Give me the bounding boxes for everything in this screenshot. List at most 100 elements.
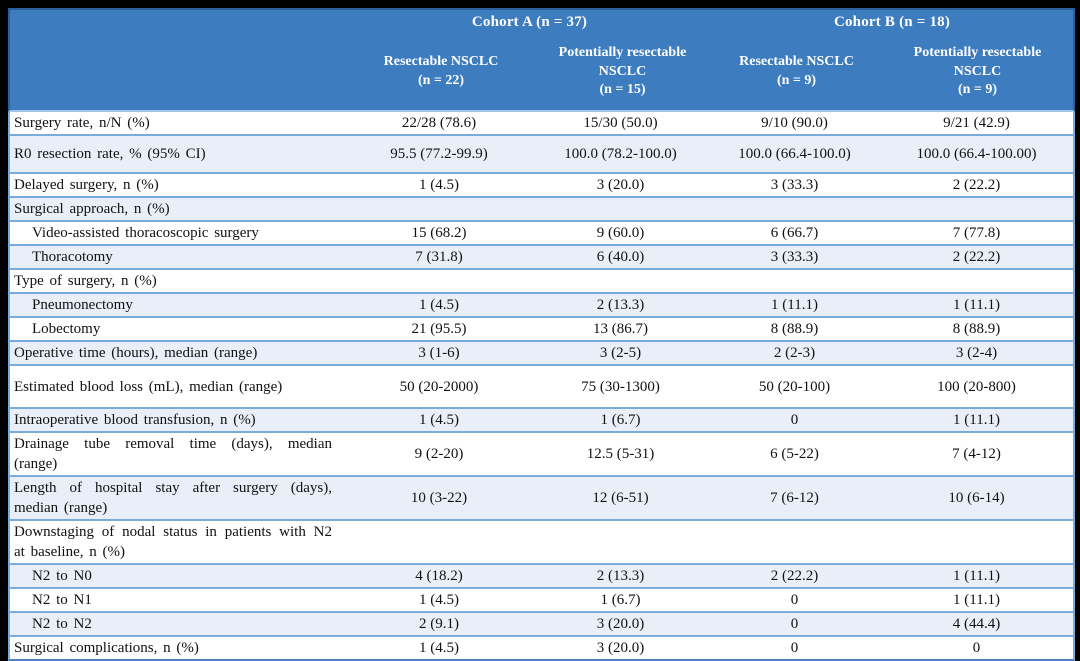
row-value: 3 (33.3)	[770, 249, 819, 265]
col-header-cohortA-resectable: Resectable NSCLC (n = 22)	[348, 53, 534, 91]
row-value: 12 (6-51)	[592, 490, 649, 506]
row-value: 3 (2-4)	[955, 345, 998, 361]
table-row: Thoracotomy 7 (31.8) 6 (40.0) 3 (33.3) 2…	[10, 244, 1073, 268]
row-label: Type of surgery, n (%)	[14, 273, 157, 289]
table-row: Video-assisted thoracoscopic surgery 15 …	[10, 220, 1073, 244]
table-header: Cohort A (n = 37) Cohort B (n = 18) Rese…	[8, 8, 1075, 112]
col-header-name: Resectable NSCLC	[383, 54, 499, 70]
row-value: 10 (3-22)	[410, 490, 468, 506]
row-value: 9/21 (42.9)	[943, 115, 1010, 131]
row-label: R0 resection rate, % (95% CI)	[14, 146, 206, 162]
row-value: 8 (88.9)	[770, 321, 819, 337]
row-value: 1 (4.5)	[419, 592, 459, 608]
row-value: 15 (68.2)	[411, 225, 467, 241]
row-value: 3 (20.0)	[596, 177, 645, 193]
col-header-cohortA-potentially-resectable: Potentially resectable NSCLC (n = 15)	[534, 44, 711, 101]
row-value	[346, 208, 532, 210]
row-value: 1 (4.5)	[419, 297, 459, 313]
row-value: 100.0 (66.4-100.0)	[738, 146, 851, 162]
row-value: 4 (44.4)	[952, 616, 1001, 632]
row-value: 1 (4.5)	[419, 412, 459, 428]
row-value: 2 (22.2)	[952, 177, 1001, 193]
row-value: 3 (20.0)	[596, 616, 645, 632]
results-table: Cohort A (n = 37) Cohort B (n = 18) Rese…	[8, 8, 1075, 661]
row-value: 7 (4-12)	[952, 446, 1001, 462]
table-row: Intraoperative blood transfusion, n (%) …	[10, 407, 1073, 431]
table-row: Pneumonectomy 1 (4.5) 2 (13.3) 1 (11.1) …	[10, 292, 1073, 316]
row-value: 100.0 (66.4-100.00)	[916, 146, 1037, 162]
row-value: 4 (18.2)	[415, 568, 463, 584]
row-label: Intraoperative blood transfusion, n (%)	[14, 412, 256, 428]
row-value: 22/28 (78.6)	[401, 115, 477, 131]
row-value: 15/30 (50.0)	[583, 115, 658, 131]
col-header-name: Potentially resectable NSCLC	[558, 44, 687, 79]
row-value: 9 (2-20)	[414, 446, 464, 462]
row-value: 6 (40.0)	[596, 249, 645, 265]
row-value: 2 (13.3)	[596, 568, 645, 584]
row-value: 0	[972, 640, 981, 656]
cohort-b-header: Cohort B (n = 18)	[833, 13, 951, 30]
row-value: 50 (20-100)	[758, 378, 831, 395]
row-value: 6 (66.7)	[770, 225, 819, 241]
table-row: R0 resection rate, % (95% CI) 95.5 (77.2…	[10, 134, 1073, 172]
row-value: 0	[790, 616, 799, 632]
row-value	[709, 280, 880, 282]
row-value: 2 (22.2)	[952, 249, 1001, 265]
row-value: 3 (1-6)	[418, 345, 460, 361]
row-value	[880, 208, 1073, 210]
col-header-n: (n = 22)	[417, 73, 465, 88]
col-header-cohortB-potentially-resectable: Potentially resectable NSCLC (n = 9)	[882, 44, 1073, 101]
row-value: 10 (6-14)	[948, 490, 1005, 506]
row-value: 21 (95.5)	[411, 321, 467, 337]
row-label: N2 to N1	[32, 592, 92, 608]
row-label: Thoracotomy	[32, 249, 113, 265]
row-value: 50 (20-2000)	[399, 378, 479, 395]
row-label: Surgery rate, n/N (%)	[14, 115, 150, 131]
row-value: 3 (33.3)	[770, 177, 819, 193]
row-value: 1 (11.1)	[953, 412, 1000, 428]
table-row: Surgical complications, n (%) 1 (4.5) 3 …	[10, 635, 1073, 659]
cohort-a-header: Cohort A (n = 37)	[471, 13, 588, 30]
row-value	[880, 280, 1073, 282]
row-value: 7 (31.8)	[415, 249, 463, 265]
row-label: N2 to N2	[32, 616, 92, 632]
row-value: 7 (6-12)	[770, 490, 819, 506]
row-value: 8 (88.9)	[952, 321, 1001, 337]
cohort-group-row: Cohort A (n = 37) Cohort B (n = 18)	[10, 10, 1073, 34]
row-value: 1 (11.1)	[953, 297, 1000, 313]
row-label: Estimated blood loss (mL), median (range…	[14, 378, 283, 395]
row-value: 13 (86.7)	[593, 321, 648, 337]
row-value: 0	[790, 640, 799, 656]
row-value: 0	[790, 412, 799, 428]
row-value: 1 (4.5)	[419, 640, 459, 656]
column-header-row: Resectable NSCLC (n = 22) Potentially re…	[10, 34, 1073, 110]
table-row: Type of surgery, n (%)	[10, 268, 1073, 292]
row-value: 12.5 (5-31)	[586, 446, 655, 462]
row-value: 3 (2-5)	[599, 345, 642, 361]
table-row: Delayed surgery, n (%) 1 (4.5) 3 (20.0) …	[10, 172, 1073, 196]
row-value	[532, 280, 709, 282]
row-label: Video-assisted thoracoscopic surgery	[32, 225, 259, 241]
row-label: Downstaging of nodal status in patients …	[14, 524, 332, 560]
col-header-name: Potentially resectable NSCLC	[913, 44, 1042, 79]
row-label: N2 to N0	[32, 568, 92, 584]
row-value: 3 (20.0)	[596, 640, 645, 656]
row-value: 2 (13.3)	[596, 297, 645, 313]
row-value: 2 (22.2)	[770, 568, 819, 584]
row-label: Drainage tube removal time (days), media…	[14, 436, 332, 472]
row-value: 1 (6.7)	[600, 412, 641, 428]
table-row: Lobectomy 21 (95.5) 13 (86.7) 8 (88.9) 8…	[10, 316, 1073, 340]
row-label: Operative time (hours), median (range)	[14, 345, 258, 361]
row-value: 2 (9.1)	[419, 616, 459, 632]
row-value	[709, 541, 880, 543]
row-value	[346, 280, 532, 282]
table-row: Surgery rate, n/N (%) 22/28 (78.6) 15/30…	[10, 112, 1073, 134]
row-value: 6 (5-22)	[770, 446, 819, 462]
table-row: Operative time (hours), median (range) 3…	[10, 340, 1073, 364]
row-value: 9 (60.0)	[596, 225, 645, 241]
row-value: 1 (11.1)	[953, 592, 1000, 608]
row-value: 9/10 (90.0)	[761, 115, 828, 131]
row-value: 95.5 (77.2-99.9)	[390, 146, 488, 162]
row-value: 1 (6.7)	[600, 592, 641, 608]
table-row: Surgical approach, n (%)	[10, 196, 1073, 220]
